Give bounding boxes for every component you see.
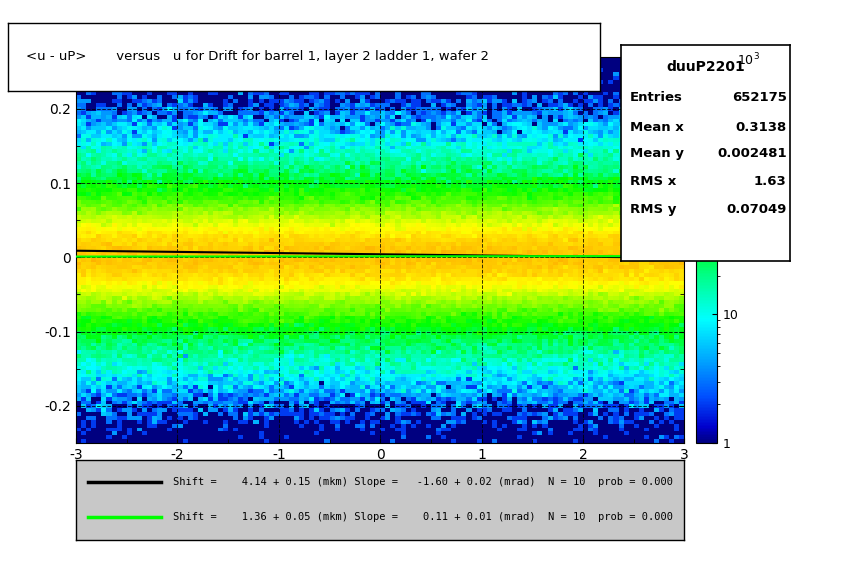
Text: RMS y: RMS y	[629, 203, 675, 216]
Text: 0.07049: 0.07049	[726, 203, 786, 216]
Text: 652175: 652175	[731, 91, 786, 104]
Text: $10^3$: $10^3$	[736, 51, 759, 68]
Text: Shift =    4.14 + 0.15 (mkm) Slope =   -1.60 + 0.02 (mrad)  N = 10  prob = 0.000: Shift = 4.14 + 0.15 (mkm) Slope = -1.60 …	[173, 477, 673, 487]
Text: <u - uP>       versus   u for Drift for barrel 1, layer 2 ladder 1, wafer 2: <u - uP> versus u for Drift for barrel 1…	[26, 51, 489, 63]
Text: Shift =    1.36 + 0.05 (mkm) Slope =    0.11 + 0.01 (mrad)  N = 10  prob = 0.000: Shift = 1.36 + 0.05 (mkm) Slope = 0.11 +…	[173, 512, 673, 523]
Text: 1.63: 1.63	[753, 175, 786, 188]
Text: Mean y: Mean y	[629, 147, 683, 160]
Text: 0.002481: 0.002481	[717, 147, 786, 160]
Text: RMS x: RMS x	[629, 175, 675, 188]
Text: 0.3138: 0.3138	[734, 121, 786, 134]
Text: Mean x: Mean x	[629, 121, 683, 134]
Text: Entries: Entries	[629, 91, 682, 104]
X-axis label: ../P06icFiles/cuProductionMinBias_ReversedFullField.root: ../P06icFiles/cuProductionMinBias_Revers…	[185, 467, 575, 482]
Text: duuP2201: duuP2201	[665, 60, 744, 74]
